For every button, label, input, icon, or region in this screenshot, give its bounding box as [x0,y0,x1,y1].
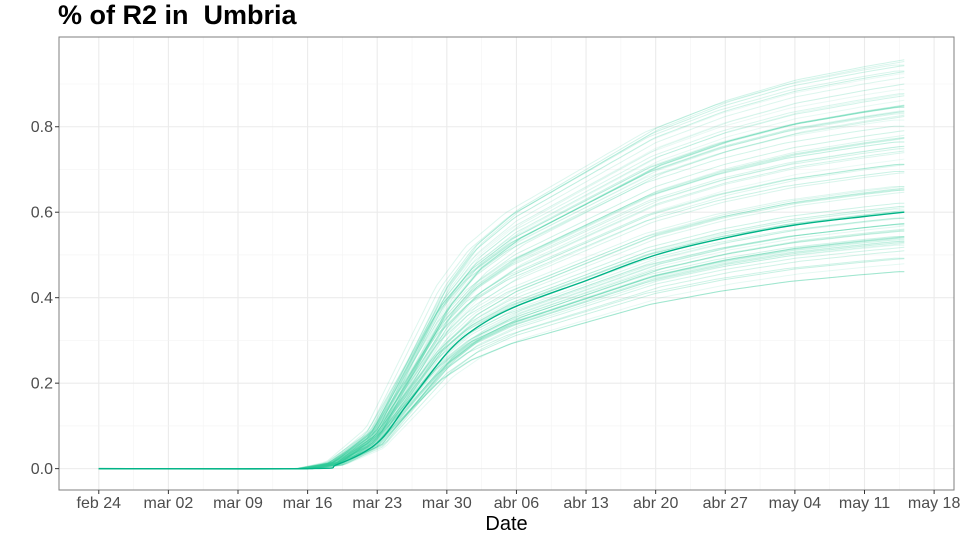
y-tick-label: 0.2 [31,376,53,393]
ensemble-line [98,271,905,470]
ensemble-line [98,105,905,470]
ensemble-line [98,271,905,470]
x-tick-label: may 11 [839,495,890,512]
ensemble-line [98,258,905,470]
y-tick-label: 0.6 [31,205,53,222]
x-axis: feb 24 mar 02 mar 09 mar 16 mar 23 mar 30 abr … [77,490,960,512]
x-tick-label: mar 30 [422,495,472,512]
chart-title: % of R2 in Umbria [58,0,297,30]
ensemble-line [98,134,905,470]
ensemble-line [98,110,905,470]
x-tick-label: abr 27 [703,495,748,512]
ensemble-line [98,246,905,470]
main-series [98,211,905,470]
ensemble-line [98,110,905,470]
plot-panel-border [58,36,955,491]
ensemble-line [98,263,905,470]
ensemble-line [98,217,905,470]
y-tick-label: 0.4 [31,290,53,307]
ensemble-line [98,146,905,470]
y-tick-label: 0.0 [31,461,53,478]
ensemble-line [98,99,905,470]
grid-lines [59,37,954,490]
ensemble-series [98,59,905,470]
ensemble-line [98,106,905,470]
x-tick-label: mar 23 [352,495,402,512]
x-tick-label: may 18 [908,495,960,512]
ensemble-line [98,106,905,470]
ensemble-line [98,106,905,470]
x-tick-label: abr 20 [633,495,678,512]
ensemble-line [98,257,905,470]
ensemble-line [98,141,905,470]
ensemble-line [98,240,905,470]
x-tick-label: may 04 [769,495,822,512]
x-tick-label: mar 16 [283,495,333,512]
x-axis-title: Date [485,513,527,535]
ensemble-line [98,271,905,470]
ensemble-line [98,113,905,470]
y-tick-label: 0.8 [31,119,53,136]
x-tick-label: mar 09 [213,495,263,512]
x-tick-label: mar 02 [143,495,193,512]
ensemble-line [98,240,905,470]
ensemble-line [98,239,905,470]
ensemble-line [98,76,905,470]
x-tick-label: feb 24 [77,495,122,512]
main-series-line [98,211,905,470]
ensemble-line [98,104,905,470]
ensemble-line [98,119,905,470]
x-tick-label: abr 13 [563,495,608,512]
y-axis: 0.0 0.2 0.4 0.6 0.8 [31,119,59,478]
x-tick-label: abr 06 [494,495,539,512]
